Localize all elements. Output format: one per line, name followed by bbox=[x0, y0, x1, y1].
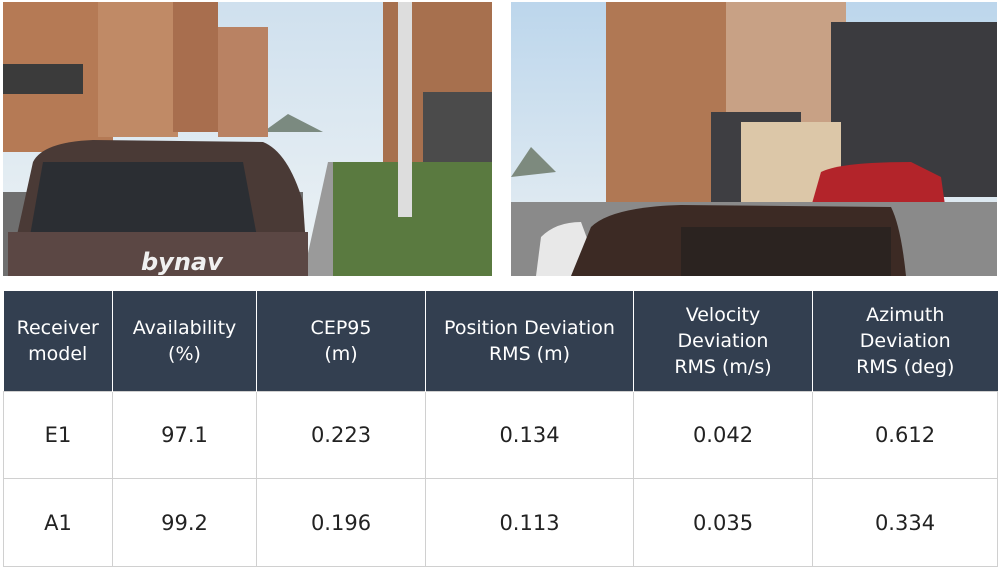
results-table: Receiver model Availability (%) CEP95 (m) Posi… bbox=[3, 291, 998, 567]
car-logo: bynav bbox=[141, 248, 224, 276]
header-text: model bbox=[28, 343, 88, 365]
header-text: RMS (deg) bbox=[856, 356, 955, 378]
table-cell: 0.334 bbox=[812, 478, 998, 567]
header-text: Deviation bbox=[677, 330, 769, 352]
header-text: (%) bbox=[168, 343, 201, 365]
table-cell: 0.196 bbox=[256, 478, 426, 567]
table-cell: 0.035 bbox=[633, 478, 813, 567]
table-body: E1 97.1 0.223 0.134 0.042 0.612 A1 99.2 0.196 0.1… bbox=[3, 391, 998, 567]
table-cell: 0.134 bbox=[425, 391, 634, 479]
table-cell: 0.042 bbox=[633, 391, 813, 479]
header-cell: CEP95 (m) bbox=[256, 291, 426, 392]
header-cell: Velocity Deviation RMS (m/s) bbox=[633, 291, 813, 392]
header-text: RMS (m) bbox=[488, 343, 571, 365]
header-text: (m) bbox=[324, 343, 358, 365]
header-cell: Availability (%) bbox=[112, 291, 257, 392]
table-row: E1 97.1 0.223 0.134 0.042 0.612 bbox=[3, 391, 998, 479]
street-photo-right bbox=[511, 2, 997, 276]
header-cell: Receiver model bbox=[3, 291, 113, 392]
header-text: RMS (m/s) bbox=[674, 356, 772, 378]
header-text: Velocity bbox=[685, 304, 761, 326]
header-text: Deviation bbox=[859, 330, 951, 352]
table-cell: 0.223 bbox=[256, 391, 426, 479]
header-text: Availability bbox=[132, 317, 237, 339]
table-cell: E1 bbox=[3, 391, 113, 479]
header-text: CEP95 bbox=[310, 317, 372, 339]
header-row: Receiver model Availability (%) CEP95 (m) Posi… bbox=[3, 291, 998, 392]
header-text: Azimuth bbox=[866, 304, 945, 326]
header-text: Position Deviation bbox=[444, 317, 615, 339]
table-row: A1 99.2 0.196 0.113 0.035 0.334 bbox=[3, 478, 998, 567]
table-cell: 99.2 bbox=[112, 478, 257, 567]
table-cell: 0.113 bbox=[425, 478, 634, 567]
table-cell: 97.1 bbox=[112, 391, 257, 479]
header-cell: Position Deviation RMS (m) bbox=[425, 291, 634, 392]
header-cell: Azimuth Deviation RMS (deg) bbox=[812, 291, 998, 392]
table-cell: A1 bbox=[3, 478, 113, 567]
table-cell: 0.612 bbox=[812, 391, 998, 479]
street-photo-left: bynav bbox=[3, 2, 492, 276]
header-text: Receiver bbox=[16, 317, 99, 339]
